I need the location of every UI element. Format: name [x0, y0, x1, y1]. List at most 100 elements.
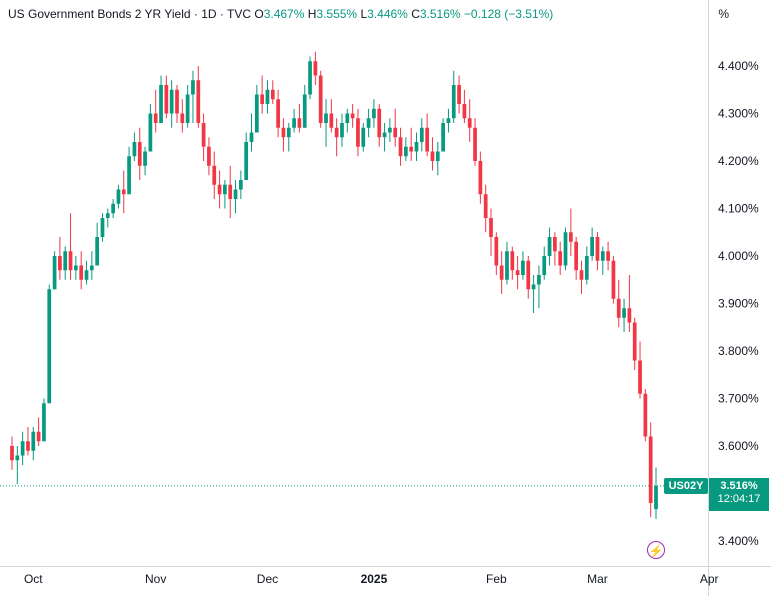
- candle-body: [425, 127, 430, 152]
- candle-body: [345, 113, 350, 123]
- candle-body: [212, 165, 217, 185]
- candle-body: [286, 127, 291, 138]
- last-price: 3.516%: [720, 480, 758, 492]
- candle-body: [20, 441, 25, 456]
- candle-body: [313, 61, 318, 76]
- close-value: 3.516%: [419, 7, 461, 21]
- candle-body: [478, 161, 483, 195]
- candle-body: [622, 308, 626, 318]
- candle-body: [648, 436, 653, 503]
- candle-body: [191, 80, 195, 95]
- y-tick-label: 3.700%: [718, 392, 759, 406]
- candle-body: [302, 94, 307, 128]
- candle-body: [340, 123, 344, 138]
- candle-body: [281, 127, 286, 138]
- candle-body: [643, 393, 648, 437]
- candle-body: [58, 256, 62, 271]
- candle-body: [223, 184, 227, 195]
- candle-body: [451, 85, 456, 119]
- candle-body: [334, 127, 339, 138]
- candle-body: [84, 270, 89, 280]
- candle-body: [121, 189, 126, 195]
- candle-body: [265, 89, 270, 104]
- candle-body: [372, 108, 376, 119]
- candle-body: [47, 289, 52, 404]
- candle-body: [553, 237, 557, 252]
- candle-body: [361, 127, 366, 147]
- candle-body: [600, 251, 605, 261]
- candle-body: [95, 237, 100, 266]
- candle-body: [547, 237, 552, 256]
- low-label: L: [360, 7, 368, 21]
- candle-body: [153, 113, 158, 123]
- high-value: 3.555%: [316, 7, 358, 21]
- candle-body: [148, 113, 153, 152]
- candle-body: [393, 127, 398, 138]
- symbol-title: US Government Bonds 2 YR Yield · 1D · TV…: [8, 7, 251, 21]
- candle-body: [584, 256, 589, 280]
- candle-body: [542, 256, 547, 275]
- candle-body: [537, 275, 541, 285]
- low-value: 3.446%: [367, 7, 408, 21]
- candle-body: [499, 265, 504, 280]
- candle-body: [579, 270, 584, 280]
- candle-body: [467, 118, 472, 128]
- candle-body: [254, 94, 259, 133]
- candle-body: [521, 260, 525, 275]
- candle-body: [515, 270, 520, 275]
- close-label: C: [411, 7, 420, 21]
- candle-body: [228, 184, 233, 199]
- candle-body: [409, 146, 414, 152]
- candle-body: [132, 142, 137, 157]
- lightning-icon[interactable]: ⚡: [647, 541, 665, 559]
- candle-body: [270, 89, 275, 100]
- candle-body: [531, 284, 536, 290]
- x-tick-label: 2025: [361, 572, 388, 586]
- candle-body: [63, 251, 68, 271]
- candle-body: [462, 104, 467, 119]
- y-tick-label: 4.400%: [718, 59, 759, 73]
- candle-body: [632, 322, 637, 361]
- candle-body: [324, 113, 328, 123]
- candle-body: [74, 265, 78, 271]
- candle-body: [419, 127, 424, 142]
- candle-body: [558, 251, 563, 266]
- candle-body: [356, 118, 360, 147]
- candle-body: [329, 113, 334, 128]
- candle-body: [276, 99, 280, 128]
- x-tick-label: Oct: [24, 572, 43, 586]
- candle-body: [366, 118, 371, 128]
- bar-countdown: 12:04:17: [717, 493, 761, 505]
- candle-body: [489, 218, 493, 237]
- candle-body: [377, 108, 382, 138]
- candle-body: [595, 237, 600, 261]
- candle-body: [435, 151, 440, 161]
- y-tick-label: 3.400%: [718, 534, 759, 548]
- candle-body: [164, 85, 169, 114]
- candle-body: [526, 260, 531, 290]
- candle-body: [590, 237, 594, 256]
- y-tick-label: 3.800%: [718, 344, 759, 358]
- candle-body: [244, 142, 249, 180]
- candle-body: [430, 151, 435, 161]
- candle-body: [79, 265, 84, 280]
- candle-body: [382, 132, 387, 138]
- high-label: H: [307, 7, 317, 21]
- candle-body: [318, 75, 323, 123]
- candle-body: [414, 142, 419, 152]
- candle-body: [611, 260, 616, 299]
- candle-body: [185, 94, 190, 123]
- candle-body: [42, 403, 46, 442]
- candle-body: [568, 232, 573, 242]
- candle-body: [31, 431, 36, 451]
- candle-body: [26, 441, 30, 451]
- x-tick-label: Dec: [257, 572, 278, 586]
- y-tick-label: 4.100%: [718, 202, 759, 216]
- y-tick-label: 4.200%: [718, 154, 759, 168]
- candle-body: [350, 113, 355, 119]
- x-tick-label: Feb: [486, 572, 507, 586]
- x-tick-label: Nov: [145, 572, 166, 586]
- candle-body: [10, 446, 14, 461]
- candle-body: [201, 123, 206, 147]
